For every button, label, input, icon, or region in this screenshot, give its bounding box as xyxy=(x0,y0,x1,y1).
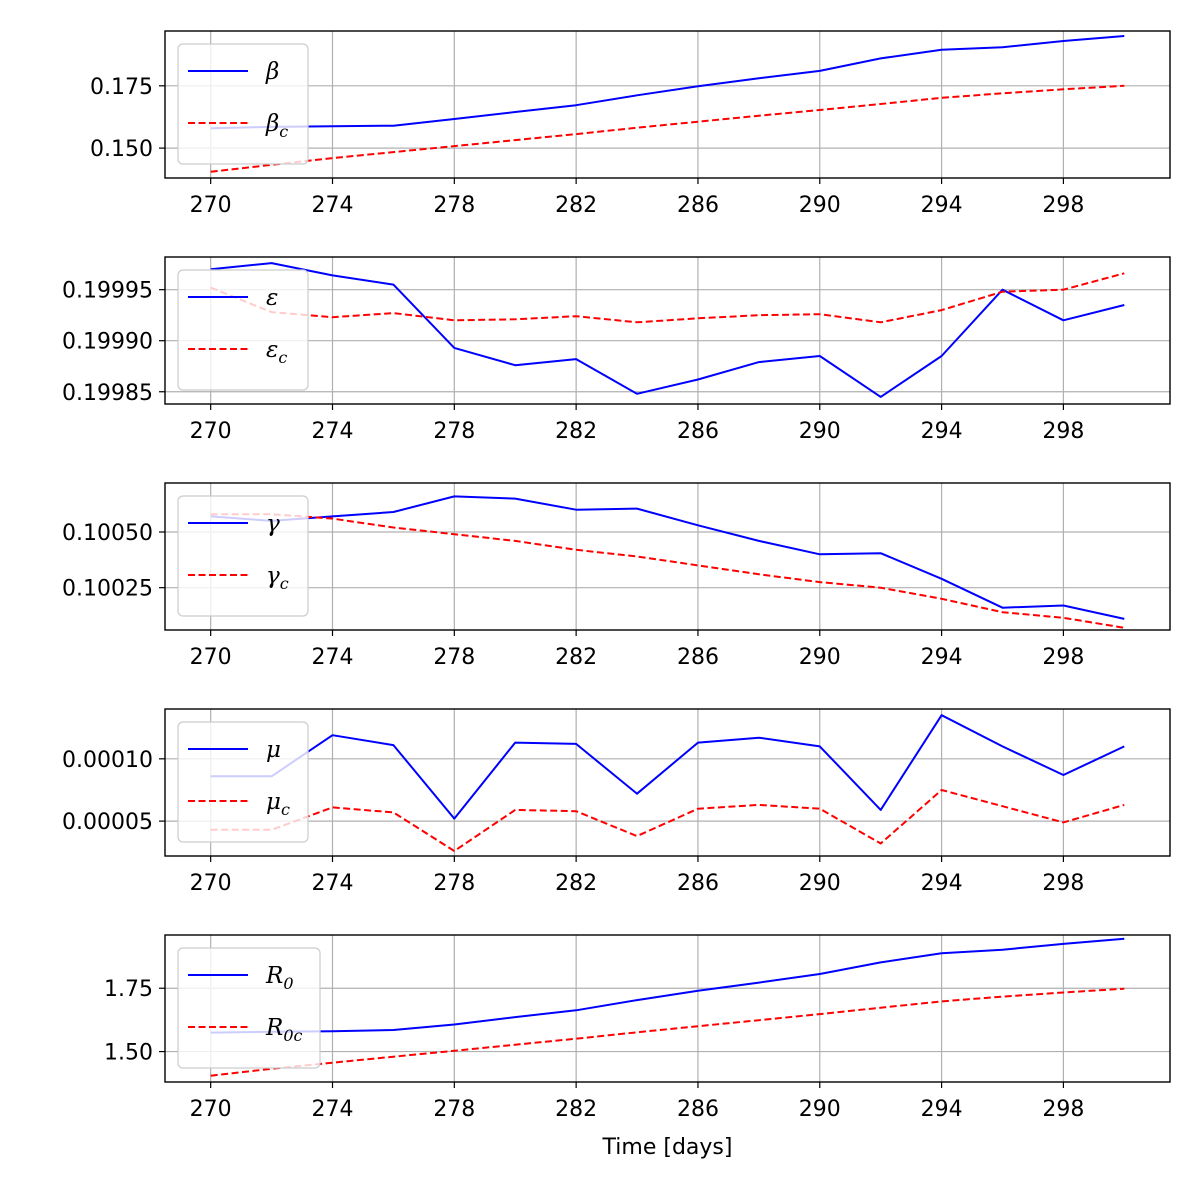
legend-label: μ xyxy=(266,737,281,763)
x-tick-label: 298 xyxy=(1042,1097,1084,1122)
legend-box xyxy=(177,495,309,617)
x-tick-label: 270 xyxy=(190,871,232,896)
x-tick-label: 290 xyxy=(799,419,841,444)
x-tick-label: 282 xyxy=(555,1097,597,1122)
x-tick-label: 286 xyxy=(677,871,719,896)
legend-box xyxy=(177,269,309,391)
x-tick-label: 290 xyxy=(799,645,841,670)
legend-label: γc xyxy=(266,563,289,593)
x-tick-label: 290 xyxy=(799,1097,841,1122)
series-line-constant xyxy=(210,513,1125,629)
x-tick-label: 290 xyxy=(799,871,841,896)
legend-label: β xyxy=(265,59,279,85)
y-tick-label: 0.175 xyxy=(90,75,153,100)
legend-box xyxy=(177,721,309,843)
x-tick-label: 298 xyxy=(1042,645,1084,670)
x-tick-label: 278 xyxy=(433,871,475,896)
x-tick-label: 282 xyxy=(555,193,597,218)
y-tick-label: 1.75 xyxy=(104,977,153,1002)
legend-label: ε xyxy=(266,285,278,311)
legend: ε εc xyxy=(177,269,309,391)
legend-label: εc xyxy=(266,337,287,367)
subplot-3: 270 274 278 282 286 290 294 298 0.10050 0.10025 γγ… xyxy=(62,482,1171,670)
series-line-estimated xyxy=(210,35,1125,130)
series-line-constant xyxy=(210,789,1125,852)
y-tick-label: 0.10025 xyxy=(62,577,153,602)
x-tick-label: 294 xyxy=(921,419,963,444)
x-tick-label: 298 xyxy=(1042,871,1084,896)
legend: γ γc xyxy=(177,495,309,617)
y-tick-label: 1.50 xyxy=(104,1041,153,1066)
series-line-estimated xyxy=(210,262,1125,398)
axes-frame xyxy=(164,256,1171,405)
x-tick-label: 270 xyxy=(190,419,232,444)
x-tick-label: 286 xyxy=(677,645,719,670)
legend: β βc xyxy=(177,43,309,165)
x-tick-label: 270 xyxy=(190,193,232,218)
subplot-5: 270 274 278 282 286 290 294 298 1.75 1.50 R0 R0c Tim… xyxy=(104,934,1171,1160)
x-tick-label: 278 xyxy=(433,645,475,670)
x-tick-label: 278 xyxy=(433,1097,475,1122)
x-tick-label: 274 xyxy=(312,645,354,670)
x-tick-label: 294 xyxy=(921,645,963,670)
series-line-estimated xyxy=(210,714,1125,820)
x-tick-label: 298 xyxy=(1042,419,1084,444)
legend-label: R0 xyxy=(265,963,294,993)
x-tick-label: 286 xyxy=(677,193,719,218)
subplot-1: 270 274 278 282 286 290 294 298 0.175 0.150 β βc xyxy=(90,30,1171,218)
x-tick-label: 294 xyxy=(921,871,963,896)
axes-frame xyxy=(164,934,1171,1083)
x-tick-label: 282 xyxy=(555,645,597,670)
x-tick-label: 274 xyxy=(312,1097,354,1122)
y-tick-label: 0.19985 xyxy=(62,381,153,406)
x-tick-label: 282 xyxy=(555,419,597,444)
x-tick-label: 286 xyxy=(677,1097,719,1122)
x-tick-label: 270 xyxy=(190,645,232,670)
series-line-constant xyxy=(210,84,1125,173)
x-tick-label: 298 xyxy=(1042,193,1084,218)
x-tick-label: 278 xyxy=(433,419,475,444)
legend-label: μc xyxy=(266,789,290,819)
subplot-4: 270 274 278 282 286 290 294 298 0.00010 0.00005 μμ… xyxy=(62,708,1171,896)
x-tick-label: 274 xyxy=(312,193,354,218)
y-tick-label: 0.19995 xyxy=(62,279,153,304)
x-tick-label: 294 xyxy=(921,1097,963,1122)
series-line-constant xyxy=(210,987,1125,1077)
x-tick-label: 270 xyxy=(190,1097,232,1122)
legend: R0 R0c xyxy=(177,947,321,1069)
x-tick-label: 274 xyxy=(312,419,354,444)
y-tick-label: 0.00010 xyxy=(62,748,153,773)
x-axis-label: Time [days] xyxy=(602,1135,733,1160)
axes-frame xyxy=(164,482,1171,631)
legend-label: R0c xyxy=(265,1015,303,1045)
axes-frame xyxy=(164,708,1171,857)
legend-label: γ xyxy=(266,511,280,537)
legend-box xyxy=(177,43,309,165)
y-tick-label: 0.19990 xyxy=(62,330,153,355)
x-tick-label: 290 xyxy=(799,193,841,218)
legend-label: βc xyxy=(265,111,288,141)
series-line-estimated xyxy=(210,937,1125,1034)
y-tick-label: 0.150 xyxy=(90,137,153,162)
y-tick-label: 0.00005 xyxy=(62,810,153,835)
x-tick-label: 294 xyxy=(921,193,963,218)
x-tick-label: 278 xyxy=(433,193,475,218)
series-line-constant xyxy=(210,272,1125,324)
legend: μ μc xyxy=(177,721,309,843)
series-line-estimated xyxy=(210,495,1125,620)
legend-box xyxy=(177,947,321,1069)
x-tick-label: 282 xyxy=(555,871,597,896)
x-tick-label: 274 xyxy=(312,871,354,896)
y-tick-label: 0.10050 xyxy=(62,521,153,546)
x-tick-label: 286 xyxy=(677,419,719,444)
axes-frame xyxy=(164,30,1171,179)
subplot-2: 270 274 278 282 286 290 294 298 0.19995 0.19990 0.… xyxy=(62,256,1171,444)
